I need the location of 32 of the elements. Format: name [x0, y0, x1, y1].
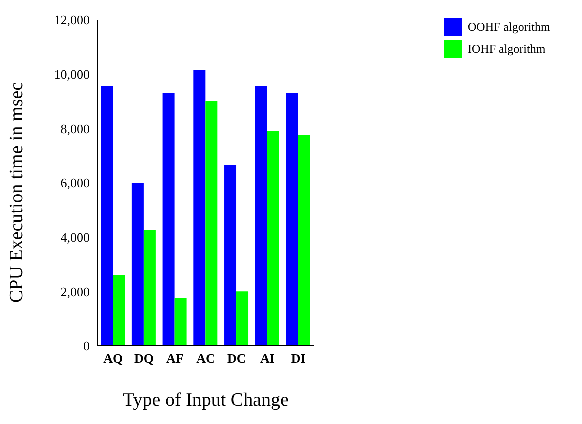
x-tick-label: AC [196, 351, 216, 366]
bar [101, 86, 114, 346]
bar [286, 93, 298, 346]
legend-label: IOHF algorithm [468, 42, 546, 56]
x-axis-title: Type of Input Change [123, 390, 289, 411]
bar [132, 183, 144, 346]
bar [113, 275, 126, 346]
legend-label: OOHF algorithm [468, 20, 550, 34]
bar [298, 135, 310, 346]
bar [267, 131, 280, 346]
y-tick-label: 8,000 [60, 121, 90, 136]
bar [236, 292, 249, 346]
y-tick-label: 10,000 [54, 66, 90, 82]
x-tick-label: AI [260, 351, 275, 366]
bar [144, 230, 156, 346]
y-tick-label: 12,000 [54, 12, 90, 28]
x-tick-label: AF [166, 351, 184, 366]
y-tick-label: 6,000 [60, 176, 90, 191]
x-tick-label: DI [291, 351, 306, 366]
y-tick-label: 2,000 [60, 284, 90, 300]
y-axis-title: CPU Execution time in msec [6, 82, 28, 303]
bar [224, 165, 237, 346]
bar [194, 70, 206, 346]
y-tick-label: 0 [84, 338, 90, 354]
bar [162, 93, 175, 346]
bar [206, 102, 218, 346]
x-tick-label: DQ [134, 351, 154, 366]
bar [255, 86, 268, 346]
bar [174, 298, 187, 346]
x-tick-label: AQ [104, 351, 124, 366]
y-tick-label: 4,000 [60, 230, 90, 245]
x-tick-label: DC [227, 351, 246, 366]
